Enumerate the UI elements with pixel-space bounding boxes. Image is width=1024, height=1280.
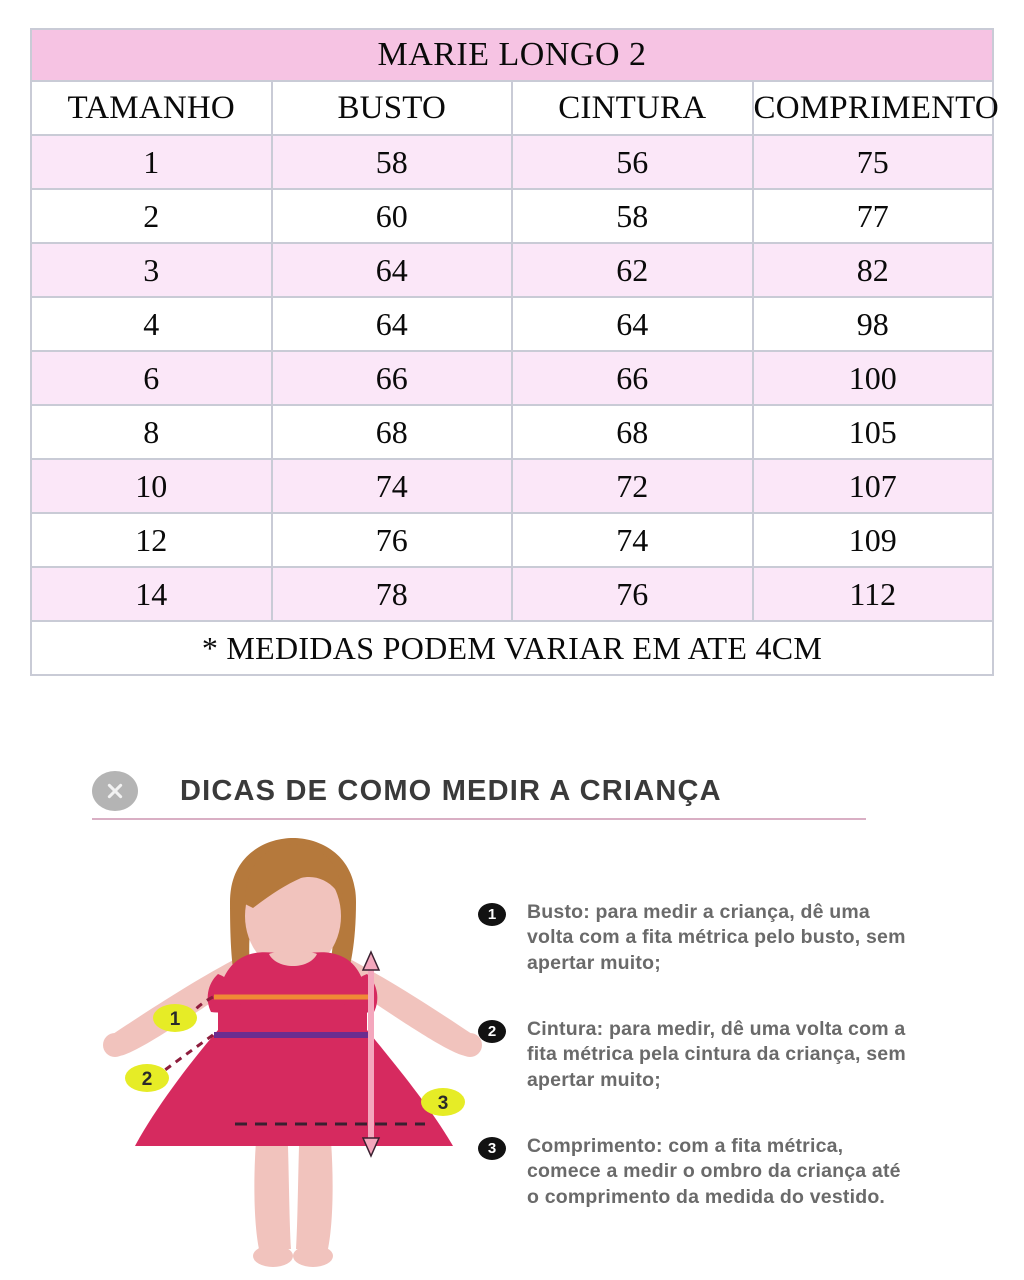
cell-busto: 76 <box>272 514 511 566</box>
cell-busto: 68 <box>272 406 511 458</box>
table-row: 1 58 56 75 <box>32 136 992 188</box>
tip-bullet-3: 3 <box>478 1137 506 1161</box>
size-chart-table: MARIE LONGO 2 TAMANHO BUSTO CINTURA COMP… <box>30 28 999 676</box>
right-leg <box>296 1119 333 1249</box>
tip-bullet-2: 2 <box>478 1020 506 1044</box>
measurement-variation-note: * MEDIDAS PODEM VARIAR EM ATE 4CM <box>32 622 992 674</box>
cell-comprimento: 107 <box>753 460 992 512</box>
size-chart-table-container: MARIE LONGO 2 TAMANHO BUSTO CINTURA COMP… <box>30 28 999 676</box>
tips-title: DICAS DE COMO MEDIR A CRIANÇA <box>180 774 722 807</box>
close-icon[interactable] <box>92 771 138 811</box>
marker-3-label: 3 <box>438 1093 449 1114</box>
cell-tamanho: 12 <box>32 514 271 566</box>
cell-comprimento: 112 <box>753 568 992 620</box>
table-row: 12 76 74 109 <box>32 514 992 566</box>
cell-comprimento: 77 <box>753 190 992 242</box>
tips-divider <box>92 818 866 820</box>
cell-comprimento: 100 <box>753 352 992 404</box>
cell-tamanho: 4 <box>32 298 271 350</box>
cell-busto: 60 <box>272 190 511 242</box>
cell-cintura: 56 <box>513 136 752 188</box>
cell-busto: 66 <box>272 352 511 404</box>
length-arrow-bottom <box>361 1137 381 1158</box>
cell-comprimento: 98 <box>753 298 992 350</box>
marker-2: 2 <box>125 1064 169 1092</box>
measuring-tips-section: DICAS DE COMO MEDIR A CRIANÇA <box>0 752 1024 1280</box>
cell-busto: 78 <box>272 568 511 620</box>
list-item: 1 Busto: para medir a criança, dê uma vo… <box>478 900 908 976</box>
table-title-row: MARIE LONGO 2 <box>32 30 992 80</box>
table-title: MARIE LONGO 2 <box>32 30 992 80</box>
cell-comprimento: 105 <box>753 406 992 458</box>
waist-leader-line <box>164 1033 214 1072</box>
cell-tamanho: 10 <box>32 460 271 512</box>
cell-tamanho: 1 <box>32 136 271 188</box>
cell-cintura: 74 <box>513 514 752 566</box>
cell-cintura: 64 <box>513 298 752 350</box>
left-leg <box>254 1119 291 1249</box>
cell-cintura: 76 <box>513 568 752 620</box>
tip-text-cintura: Cintura: para medir, dê uma volta com a … <box>527 1018 906 1091</box>
cell-cintura: 72 <box>513 460 752 512</box>
child-measuring-illustration: 1 2 3 <box>95 834 490 1274</box>
column-header-cintura: CINTURA <box>513 82 752 134</box>
dress-skirt <box>135 1030 453 1146</box>
table-row: 3 64 62 82 <box>32 244 992 296</box>
list-item: 3 Comprimento: com a fita métrica, comec… <box>478 1134 908 1210</box>
cell-cintura: 58 <box>513 190 752 242</box>
marker-2-label: 2 <box>142 1069 153 1090</box>
column-header-tamanho: TAMANHO <box>32 82 271 134</box>
cell-comprimento: 82 <box>753 244 992 296</box>
marker-1: 1 <box>153 1004 197 1032</box>
right-foot <box>293 1245 333 1267</box>
cell-cintura: 68 <box>513 406 752 458</box>
table-row: 8 68 68 105 <box>32 406 992 458</box>
right-hand <box>458 1033 482 1057</box>
column-header-comprimento: COMPRIMENTO <box>753 82 999 134</box>
dress-neckline <box>269 951 317 966</box>
list-item: 2 Cintura: para medir, dê uma volta com … <box>478 1017 908 1093</box>
table-header-row: TAMANHO BUSTO CINTURA COMPRIMENTO <box>32 82 999 134</box>
length-arrow-top <box>361 950 381 971</box>
cell-busto: 58 <box>272 136 511 188</box>
table-row: 4 64 64 98 <box>32 298 992 350</box>
measuring-tips-list: 1 Busto: para medir a criança, dê uma vo… <box>478 900 908 1251</box>
table-note-row: * MEDIDAS PODEM VARIAR EM ATE 4CM <box>32 622 992 674</box>
cell-tamanho: 3 <box>32 244 271 296</box>
table-row: 6 66 66 100 <box>32 352 992 404</box>
table-row: 14 78 76 112 <box>32 568 992 620</box>
cell-tamanho: 2 <box>32 190 271 242</box>
cell-tamanho: 6 <box>32 352 271 404</box>
tip-bullet-1: 1 <box>478 903 506 926</box>
table-row: 10 74 72 107 <box>32 460 992 512</box>
cell-tamanho: 14 <box>32 568 271 620</box>
hair-fringe <box>245 844 343 908</box>
girl-in-dress-figure: 1 2 3 <box>103 838 482 1267</box>
cell-comprimento: 75 <box>753 136 992 188</box>
left-hand <box>103 1033 127 1057</box>
tip-text-busto: Busto: para medir a criança, dê uma volt… <box>527 901 906 974</box>
column-header-busto: BUSTO <box>272 82 511 134</box>
table-row: 2 60 58 77 <box>32 190 992 242</box>
cell-cintura: 62 <box>513 244 752 296</box>
left-sleeve <box>207 974 243 1013</box>
dress-bodice <box>218 952 367 1034</box>
cell-busto: 64 <box>272 244 511 296</box>
cell-busto: 74 <box>272 460 511 512</box>
cell-cintura: 66 <box>513 352 752 404</box>
tips-header: DICAS DE COMO MEDIR A CRIANÇA <box>92 762 892 820</box>
cell-comprimento: 109 <box>753 514 992 566</box>
marker-1-label: 1 <box>170 1009 181 1030</box>
left-foot <box>253 1245 293 1267</box>
tip-text-comprimento: Comprimento: com a fita métrica, comece … <box>527 1135 901 1208</box>
marker-3: 3 <box>421 1088 465 1116</box>
cell-busto: 64 <box>272 298 511 350</box>
cell-tamanho: 8 <box>32 406 271 458</box>
right-arm <box>340 954 479 1057</box>
